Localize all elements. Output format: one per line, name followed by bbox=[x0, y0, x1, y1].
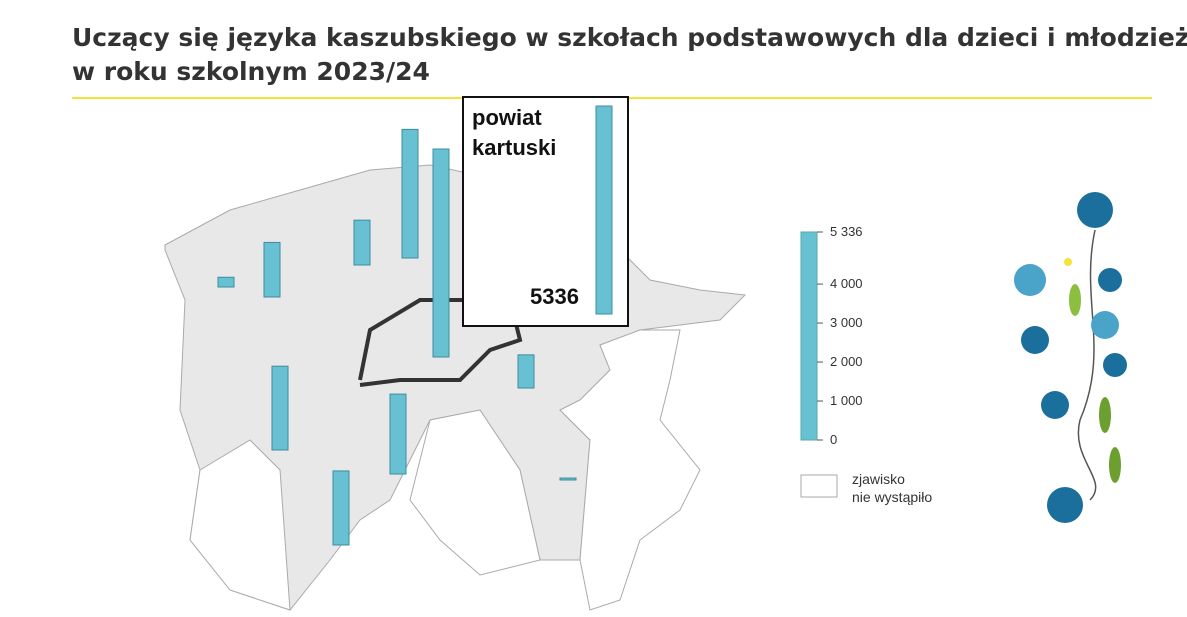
county-bar bbox=[353, 219, 371, 266]
legend-tick-label: 3 000 bbox=[830, 315, 863, 330]
legend-tick-label: 2 000 bbox=[830, 354, 863, 369]
title-line: w roku szkolnym 2023/24 bbox=[72, 57, 430, 86]
legend-empty-swatch bbox=[800, 474, 838, 498]
county-bar bbox=[389, 393, 407, 475]
legend-tick-label: 4 000 bbox=[830, 276, 863, 291]
county-bar bbox=[517, 354, 535, 389]
region-empty bbox=[559, 329, 701, 611]
legend-note: zjawisko bbox=[852, 471, 905, 487]
legend-tick-label: 5 336 bbox=[830, 224, 863, 239]
decoration bbox=[1014, 192, 1127, 523]
county-bar bbox=[217, 276, 235, 288]
callout-label: powiat bbox=[472, 105, 542, 130]
county-bar bbox=[432, 148, 450, 358]
legend-scale-bar bbox=[800, 231, 818, 441]
county-bar bbox=[595, 105, 613, 315]
region-empty bbox=[189, 439, 291, 611]
legend-tick-label: 1 000 bbox=[830, 393, 863, 408]
map bbox=[164, 164, 747, 611]
county-bar bbox=[263, 241, 281, 298]
callout-label: kartuski bbox=[472, 135, 556, 160]
county-bar bbox=[401, 128, 419, 259]
county-bar bbox=[271, 365, 289, 451]
title-line: Uczący się języka kaszubskiego w szkołac… bbox=[72, 23, 1187, 52]
legend-tick-label: 0 bbox=[830, 432, 837, 447]
callout-value: 5336 bbox=[530, 284, 579, 309]
county-bar bbox=[559, 477, 577, 481]
county-bar bbox=[332, 470, 350, 546]
region-empty bbox=[409, 409, 541, 576]
legend-note: nie wystąpiło bbox=[852, 489, 932, 505]
